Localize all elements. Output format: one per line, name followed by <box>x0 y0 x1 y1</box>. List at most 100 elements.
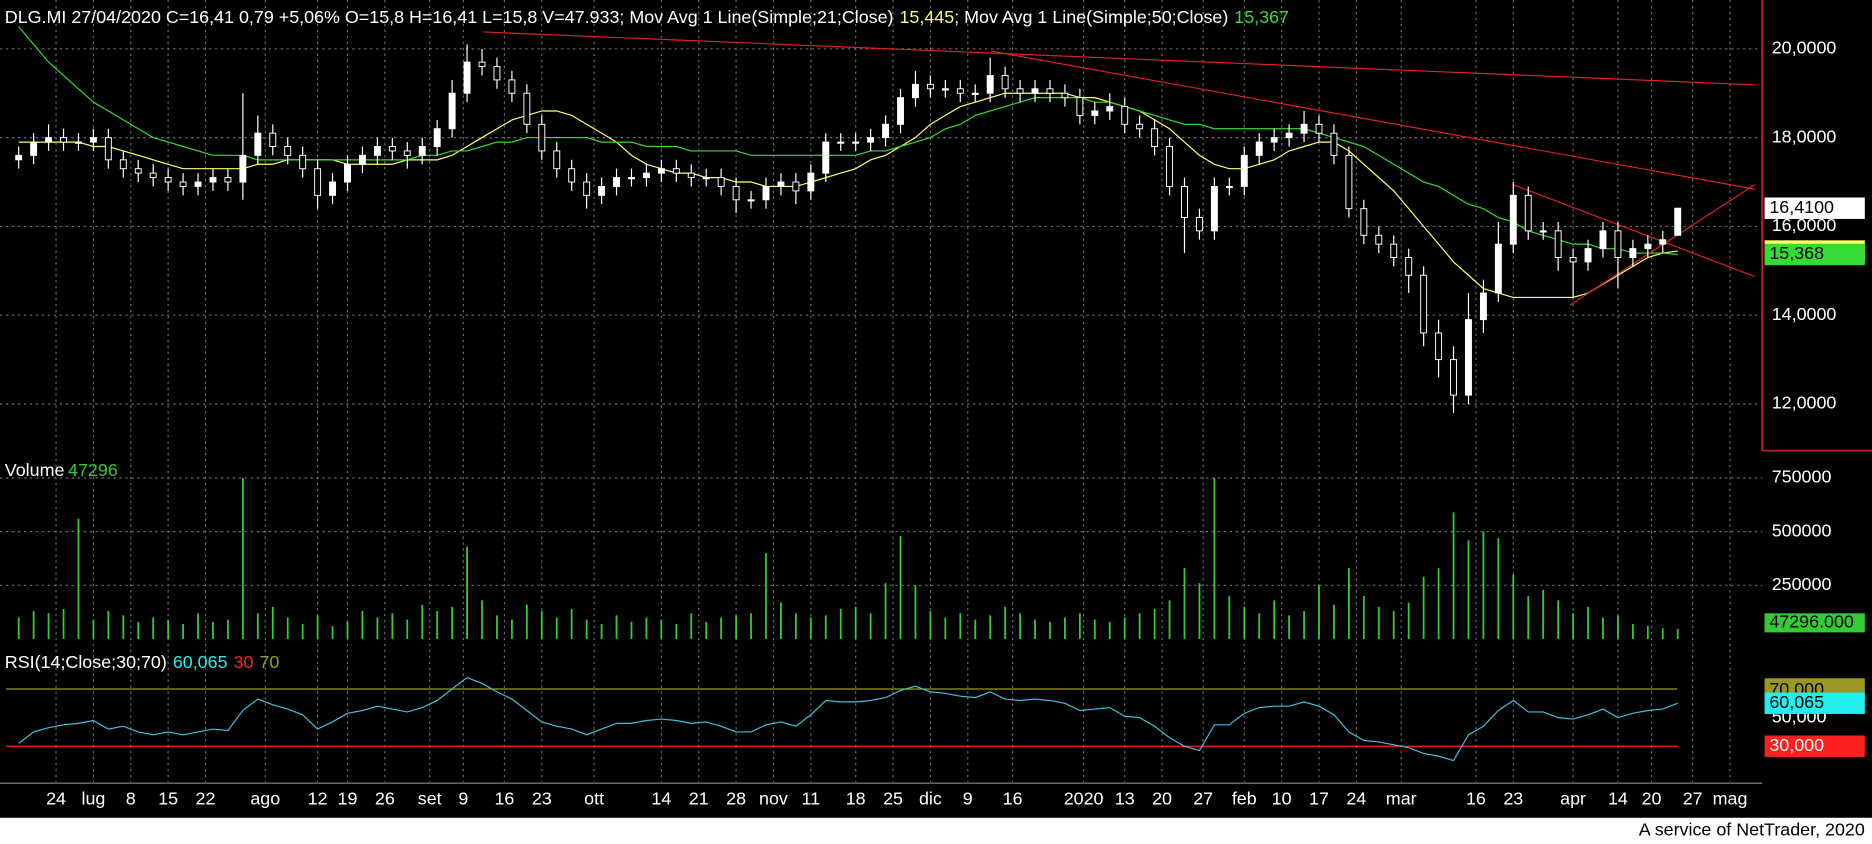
candle-body <box>1195 217 1203 232</box>
moving-average-line <box>18 26 1678 256</box>
y-tick-label: 18,0000 <box>1772 126 1837 146</box>
candle-body <box>15 154 23 161</box>
candle-body <box>45 137 53 143</box>
x-tick-label: 16 <box>1466 789 1486 809</box>
candle-body <box>568 168 576 183</box>
candle-body <box>762 185 770 201</box>
rsi-box-label: 60,065 <box>1769 692 1824 712</box>
y-tick-label: 750000 <box>1772 467 1832 487</box>
candle-body <box>971 92 979 95</box>
x-tick-label: mag <box>1713 789 1748 809</box>
x-tick-label: 15 <box>158 789 178 809</box>
candle-body <box>956 88 964 94</box>
y-tick-label: 250000 <box>1772 574 1832 594</box>
level-box-label: 30,000 <box>1769 735 1824 755</box>
x-tick-label: 28 <box>726 789 746 809</box>
candle-body <box>1450 359 1457 396</box>
level-box <box>1764 735 1865 757</box>
candle-body <box>373 146 381 156</box>
candle-body <box>1166 146 1174 187</box>
candle-body <box>30 141 38 156</box>
x-tick-label: 22 <box>196 789 216 809</box>
x-tick-label: 13 <box>1115 789 1135 809</box>
candle-body <box>1031 88 1039 94</box>
candle-body <box>1554 230 1562 258</box>
rsi-header: RSI(14;Close;30;70) 60,065 30 70 <box>5 652 280 672</box>
candle-body <box>239 154 247 183</box>
candle-body <box>1225 185 1233 189</box>
legend-value: 47296 <box>68 460 118 480</box>
candle-body <box>134 168 142 174</box>
candle-body <box>553 150 561 170</box>
candle-body <box>628 177 635 180</box>
candle-body <box>89 137 97 143</box>
chart-title: DLG.MI 27/04/2020 C=16,41 0,79 +5,06% O=… <box>5 7 620 27</box>
candle-body <box>1136 123 1144 130</box>
candle-body <box>358 154 366 165</box>
candle-body <box>1435 332 1443 361</box>
candle-body <box>1016 88 1024 94</box>
x-tick-label: lug <box>81 789 105 809</box>
x-tick-label: 21 <box>689 789 709 809</box>
candle-body <box>1479 292 1487 321</box>
candle-body <box>792 181 800 192</box>
plot: 24 lug 8 15 22 ago 12 19 26 set 9 16 23 ott 14 21 28 nov 1… <box>0 0 1865 809</box>
legend-entry: Mov Avg 1 Line(Simple;50;Close) <box>964 7 1228 27</box>
candle-body <box>388 146 396 152</box>
candle-body <box>852 141 860 144</box>
x-tick-label: 10 <box>1272 789 1292 809</box>
candle-body <box>1315 123 1323 134</box>
candle-body <box>1599 230 1607 250</box>
trendline <box>1513 184 1755 278</box>
candle-body <box>209 177 217 183</box>
x-tick-label: 18 <box>846 789 866 809</box>
legend-value: 15,367 <box>1234 7 1289 27</box>
volume-box <box>1764 613 1865 633</box>
candle-body <box>299 154 307 170</box>
candle-body <box>642 172 650 179</box>
y-tick-label: 12,0000 <box>1772 393 1837 413</box>
rsi-line <box>18 676 1678 762</box>
legend-value: 15,445 <box>899 7 954 27</box>
y-tick-label: 16,0000 <box>1772 215 1837 235</box>
x-tick-label: 26 <box>375 789 395 809</box>
candle-body <box>1046 88 1054 94</box>
candle-body <box>822 141 830 174</box>
candle-body <box>1465 319 1472 396</box>
candle-body <box>837 141 845 144</box>
candle-body <box>583 181 591 196</box>
y-tick-label: 14,0000 <box>1772 304 1837 324</box>
candle-body <box>149 172 157 179</box>
candle-body <box>463 61 471 94</box>
x-tick-label: 9 <box>963 789 973 809</box>
candle-body <box>1151 128 1159 147</box>
candle-body <box>1330 132 1338 156</box>
candle-body <box>702 177 710 180</box>
candle-body <box>269 132 277 147</box>
candle-body <box>104 137 112 161</box>
candle-body <box>1405 257 1413 276</box>
candle-body <box>1300 123 1308 134</box>
candle-body <box>986 74 994 94</box>
candle-body <box>1524 194 1532 232</box>
candle-body <box>1091 110 1099 116</box>
candle-body <box>1659 239 1667 245</box>
x-tick-label: 16 <box>494 789 514 809</box>
candle-body <box>1076 97 1084 116</box>
candle-body <box>1375 234 1383 245</box>
candle-body <box>1584 248 1592 263</box>
candle-body <box>1360 208 1368 236</box>
candle-body <box>1106 106 1114 112</box>
candle-body <box>672 168 680 174</box>
ma50-box <box>1764 243 1865 266</box>
candle-body <box>1181 185 1188 219</box>
candle-body <box>926 83 934 90</box>
candle-body <box>538 123 546 152</box>
legend-value: 30 <box>234 652 254 672</box>
candle-body <box>478 61 486 68</box>
candle-body <box>911 83 919 99</box>
candle-body <box>717 177 725 187</box>
x-tick-label: 24 <box>1346 789 1366 809</box>
